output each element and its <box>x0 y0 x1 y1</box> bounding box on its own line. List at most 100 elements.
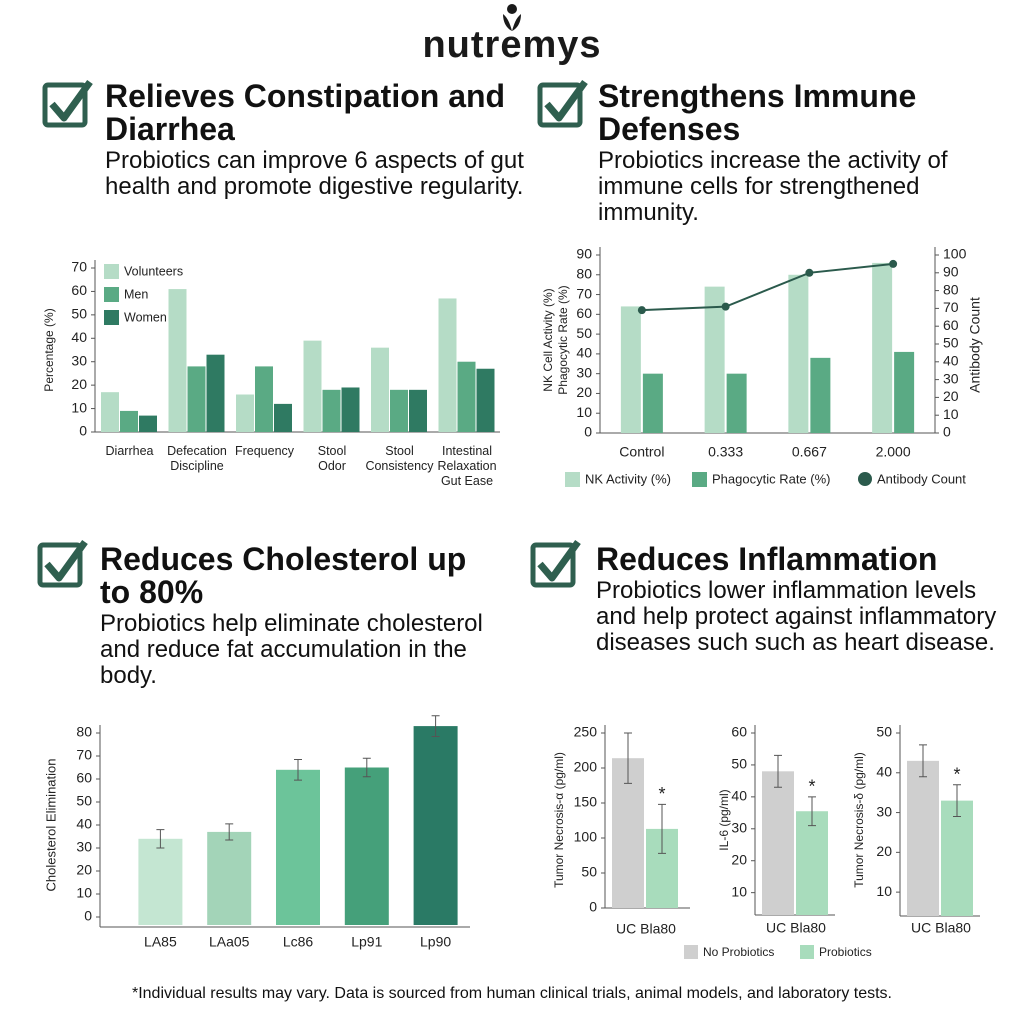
y-axis-label: Tumor Necrosis-δ (pg/ml) <box>852 752 866 888</box>
logo-mark <box>503 4 521 31</box>
y-tick-label: 90 <box>576 246 592 262</box>
legend-label: NK Activity (%) <box>585 471 671 486</box>
y-axis-label: Phagocytic Rate (%) <box>556 285 570 394</box>
x-tick-label: Stool Consistency <box>365 444 434 473</box>
panel-text: Probiotics help eliminate cholesterol an… <box>100 610 483 689</box>
y-axis-label: Antibody Count <box>967 297 983 393</box>
bar <box>390 389 408 432</box>
y-tick-label: 50 <box>876 724 892 740</box>
x-tick-label: Diarrhea <box>105 444 154 458</box>
y-tick-label: 70 <box>576 285 592 301</box>
y-tick-label: 70 <box>943 299 959 315</box>
x-tick-label: Lp91 <box>351 934 382 950</box>
x-tick-label: Control <box>619 444 664 460</box>
error-bar <box>808 796 816 827</box>
footnote: *Individual results may vary. Data is so… <box>131 985 892 1002</box>
panel-text: Probiotics increase the activity of immu… <box>598 147 948 226</box>
bar <box>457 361 476 432</box>
y-tick-label: 90 <box>943 264 959 280</box>
y-tick-label: 0 <box>79 423 87 439</box>
panel-text: Probiotics can improve 6 aspects of gut … <box>105 147 524 200</box>
bar <box>810 357 831 433</box>
y-tick-label: 40 <box>876 763 892 779</box>
bar <box>344 767 389 925</box>
y-tick-label: 0 <box>584 424 592 440</box>
legend-swatch <box>800 945 814 959</box>
y-tick-label: 50 <box>943 335 959 351</box>
legend-swatch <box>104 264 119 279</box>
y-tick-label: 30 <box>576 364 592 380</box>
y-tick-label: 50 <box>576 325 592 341</box>
y-tick-label: 40 <box>731 788 747 804</box>
bar <box>704 286 725 433</box>
error-bar <box>362 757 371 778</box>
bar <box>788 274 809 433</box>
y-axis-label: Tumor Necrosis-α (pg/ml) <box>552 752 566 888</box>
error-bar <box>953 784 961 818</box>
bar <box>620 306 641 433</box>
bar <box>413 726 458 925</box>
bar <box>276 769 320 925</box>
error-bar <box>156 829 165 849</box>
y-tick-label: 60 <box>76 770 92 786</box>
y-tick-label: 10 <box>576 404 592 420</box>
bar <box>274 403 292 432</box>
legend-swatch <box>104 287 119 302</box>
bar <box>642 373 663 433</box>
y-tick-label: 60 <box>71 282 87 298</box>
bar <box>187 366 206 432</box>
y-axis-label: IL-6 (pg/ml) <box>717 789 731 850</box>
error-bar <box>431 715 440 737</box>
y-tick-label: 30 <box>943 370 959 386</box>
y-tick-label: 20 <box>71 376 87 392</box>
bar <box>726 373 747 433</box>
y-tick-label: 20 <box>76 862 92 878</box>
line-point <box>721 302 730 311</box>
y-tick-label: 30 <box>731 819 747 835</box>
panel: Reduces Inflammation Probiotics lower in… <box>596 543 1001 656</box>
panel: Reduces Cholesterol up to 80% Probiotics… <box>100 543 500 689</box>
bar <box>236 394 254 432</box>
error-bar <box>774 754 782 788</box>
y-tick-label: 200 <box>574 759 598 775</box>
legend-swatch <box>104 310 119 325</box>
x-tick-label: UC Bla80 <box>911 920 971 936</box>
line-point <box>637 306 646 315</box>
y-tick-label: 20 <box>576 384 592 400</box>
x-tick-label: Stool Odor <box>317 444 347 473</box>
bar <box>371 347 389 432</box>
legend-swatch <box>565 472 580 487</box>
bar <box>341 387 360 432</box>
y-tick-label: 250 <box>574 724 598 740</box>
legend-swatch <box>692 472 707 487</box>
error-bar <box>294 758 302 781</box>
legend-label: Probiotics <box>819 945 872 959</box>
y-tick-label: 80 <box>576 265 592 281</box>
bar <box>139 415 157 432</box>
error-bar <box>919 744 927 778</box>
check-icon <box>537 79 588 128</box>
y-tick-label: 10 <box>943 406 959 422</box>
legend-label: Phagocytic Rate (%) <box>712 471 831 486</box>
y-tick-label: 30 <box>71 352 87 368</box>
check-icon <box>530 539 581 588</box>
bar <box>168 289 187 432</box>
bar <box>120 410 138 432</box>
y-axis-label: NK Cell Activity (%) <box>541 288 555 391</box>
y-tick-label: 100 <box>943 246 967 262</box>
y-tick-label: 80 <box>76 724 92 740</box>
legend-swatch <box>858 472 872 486</box>
legend-label: No Probiotics <box>703 945 774 959</box>
y-tick-label: 60 <box>943 317 959 333</box>
x-tick-label: UC Bla80 <box>616 921 676 937</box>
y-tick-label: 150 <box>574 794 598 810</box>
panel: Relieves Constipation and Diarrhea Probi… <box>105 80 535 200</box>
y-tick-label: 10 <box>71 399 87 415</box>
bar <box>894 351 915 433</box>
bar <box>207 831 252 925</box>
y-tick-label: 0 <box>589 899 597 915</box>
y-tick-label: 40 <box>76 816 92 832</box>
legend-label: Antibody Count <box>877 471 966 486</box>
